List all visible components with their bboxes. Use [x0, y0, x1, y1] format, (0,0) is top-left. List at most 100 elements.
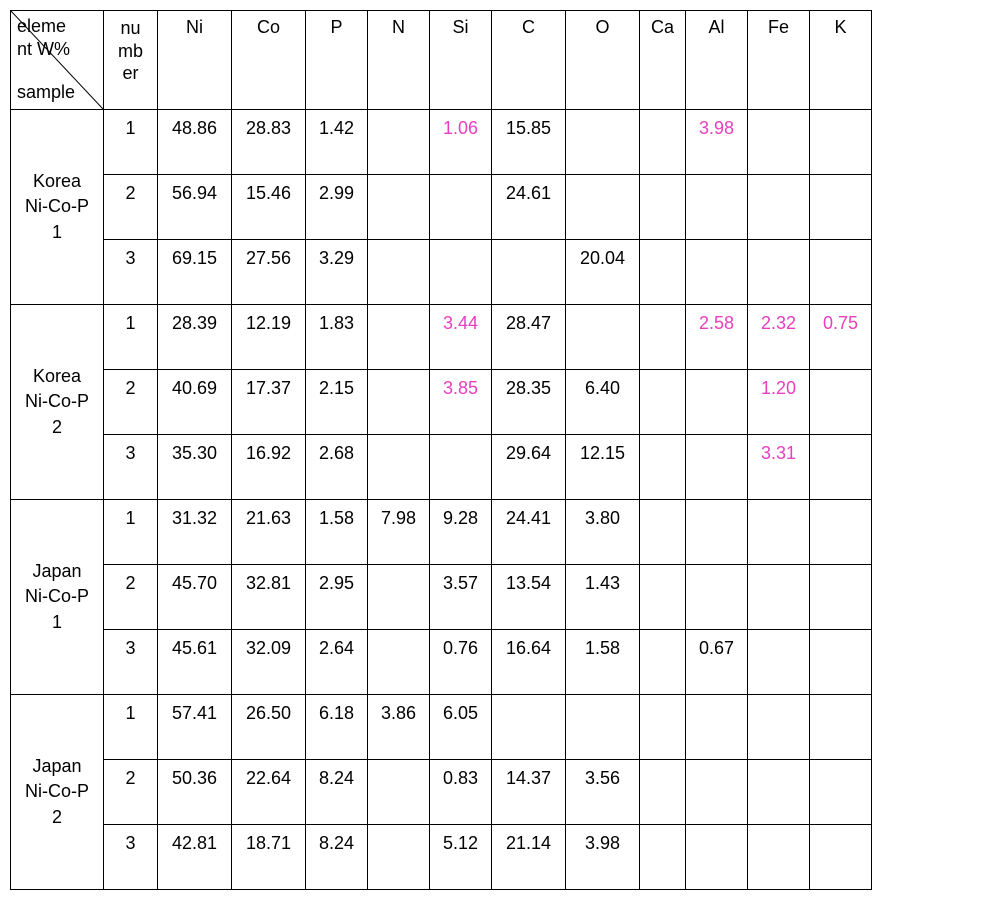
column-header: Ca — [640, 11, 686, 110]
data-cell — [686, 370, 748, 435]
data-cell: 3 — [104, 435, 158, 500]
data-cell — [686, 500, 748, 565]
data-cell: 2.64 — [306, 630, 368, 695]
data-cell — [640, 175, 686, 240]
header-diagonal-cell: element W%sample — [11, 11, 104, 110]
data-cell: 28.39 — [158, 305, 232, 370]
header-diag-top: element W% — [17, 15, 97, 60]
data-cell: 14.37 — [492, 760, 566, 825]
data-cell — [640, 695, 686, 760]
data-cell — [748, 760, 810, 825]
data-cell: 26.50 — [232, 695, 306, 760]
data-cell — [430, 175, 492, 240]
data-cell — [368, 435, 430, 500]
data-cell: 9.28 — [430, 500, 492, 565]
data-cell: 42.81 — [158, 825, 232, 890]
data-cell: 2.58 — [686, 305, 748, 370]
data-cell — [368, 760, 430, 825]
data-cell: 24.41 — [492, 500, 566, 565]
data-cell: 69.15 — [158, 240, 232, 305]
data-cell — [748, 695, 810, 760]
data-cell — [748, 825, 810, 890]
data-cell: 5.12 — [430, 825, 492, 890]
data-cell: 20.04 — [566, 240, 640, 305]
data-cell — [810, 500, 872, 565]
data-cell — [686, 175, 748, 240]
data-cell: 27.56 — [232, 240, 306, 305]
data-cell — [810, 175, 872, 240]
data-cell: 16.64 — [492, 630, 566, 695]
data-cell — [430, 435, 492, 500]
data-cell: 17.37 — [232, 370, 306, 435]
data-cell: 2 — [104, 760, 158, 825]
data-cell — [748, 110, 810, 175]
data-cell — [368, 630, 430, 695]
data-cell: 0.83 — [430, 760, 492, 825]
data-cell — [748, 500, 810, 565]
data-cell — [686, 565, 748, 630]
column-header: O — [566, 11, 640, 110]
data-cell: 12.15 — [566, 435, 640, 500]
data-cell — [566, 175, 640, 240]
data-cell: 3 — [104, 240, 158, 305]
data-cell — [686, 240, 748, 305]
data-cell — [686, 435, 748, 500]
data-cell — [640, 630, 686, 695]
data-cell — [810, 760, 872, 825]
data-cell: 6.40 — [566, 370, 640, 435]
column-header: Co — [232, 11, 306, 110]
data-cell — [686, 695, 748, 760]
data-cell: 31.32 — [158, 500, 232, 565]
column-header: K — [810, 11, 872, 110]
data-cell — [640, 110, 686, 175]
data-cell: 6.18 — [306, 695, 368, 760]
data-cell: 2.15 — [306, 370, 368, 435]
data-cell — [492, 240, 566, 305]
data-cell: 1.43 — [566, 565, 640, 630]
data-cell: 40.69 — [158, 370, 232, 435]
data-cell — [748, 630, 810, 695]
data-cell — [566, 305, 640, 370]
data-cell: 6.05 — [430, 695, 492, 760]
data-cell: 3.29 — [306, 240, 368, 305]
data-cell — [748, 175, 810, 240]
data-cell: 8.24 — [306, 825, 368, 890]
data-cell: 1.06 — [430, 110, 492, 175]
data-cell — [640, 435, 686, 500]
data-cell: 18.71 — [232, 825, 306, 890]
data-cell: 3.57 — [430, 565, 492, 630]
column-header: P — [306, 11, 368, 110]
data-cell: 3.98 — [686, 110, 748, 175]
data-cell — [368, 565, 430, 630]
data-cell: 28.83 — [232, 110, 306, 175]
data-cell — [810, 565, 872, 630]
column-header: number — [104, 11, 158, 110]
data-cell: 2 — [104, 175, 158, 240]
data-cell — [686, 760, 748, 825]
data-cell: 2 — [104, 565, 158, 630]
data-cell — [748, 240, 810, 305]
data-cell: 2 — [104, 370, 158, 435]
data-cell: 28.35 — [492, 370, 566, 435]
sample-label: JapanNi-Co-P2 — [11, 695, 104, 890]
data-cell: 8.24 — [306, 760, 368, 825]
data-cell — [640, 825, 686, 890]
data-cell — [492, 695, 566, 760]
data-cell: 1.42 — [306, 110, 368, 175]
data-cell — [368, 305, 430, 370]
data-cell: 7.98 — [368, 500, 430, 565]
column-header: Ni — [158, 11, 232, 110]
data-cell: 21.63 — [232, 500, 306, 565]
composition-table: element W%samplenumberNiCoPNSiCOCaAlFeKK… — [10, 10, 872, 890]
data-cell: 48.86 — [158, 110, 232, 175]
data-cell: 3.44 — [430, 305, 492, 370]
data-cell: 57.41 — [158, 695, 232, 760]
data-cell — [640, 370, 686, 435]
data-cell: 3.85 — [430, 370, 492, 435]
data-cell: 24.61 — [492, 175, 566, 240]
column-header: Si — [430, 11, 492, 110]
data-cell: 3.80 — [566, 500, 640, 565]
data-cell: 2.68 — [306, 435, 368, 500]
data-cell: 1.20 — [748, 370, 810, 435]
data-cell — [810, 240, 872, 305]
